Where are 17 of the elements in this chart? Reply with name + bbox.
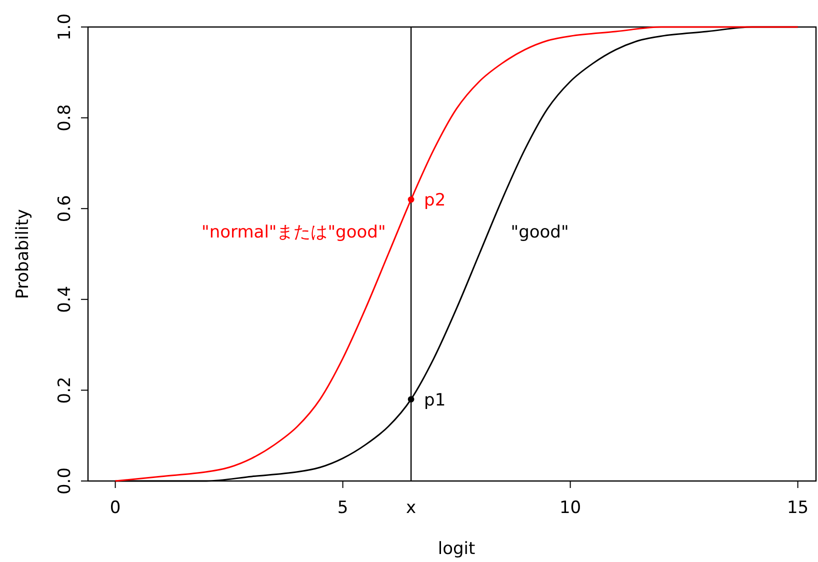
series-label: "normal"または"good": [202, 222, 386, 242]
annotation: p1: [424, 390, 446, 410]
x-tick-label: 15: [786, 498, 809, 518]
x-tick-label: 5: [337, 498, 348, 518]
series-label: "good": [510, 222, 569, 242]
x-tick-label: 10: [559, 498, 582, 518]
y-tick-label: 0.0: [55, 467, 75, 495]
y-tick-label: 0.4: [55, 286, 75, 313]
annotation: p2: [424, 190, 446, 211]
x-axis-title: logit: [438, 539, 476, 559]
y-tick-label: 0.8: [55, 104, 75, 132]
x-tick-label: 0: [110, 498, 121, 518]
y-axis-title: Probability: [13, 209, 33, 299]
y-tick-label: 0.2: [55, 376, 75, 404]
ref-line-label: x: [406, 498, 416, 518]
y-tick-label: 0.6: [55, 195, 75, 222]
y-tick-label: 1.0: [55, 13, 75, 41]
